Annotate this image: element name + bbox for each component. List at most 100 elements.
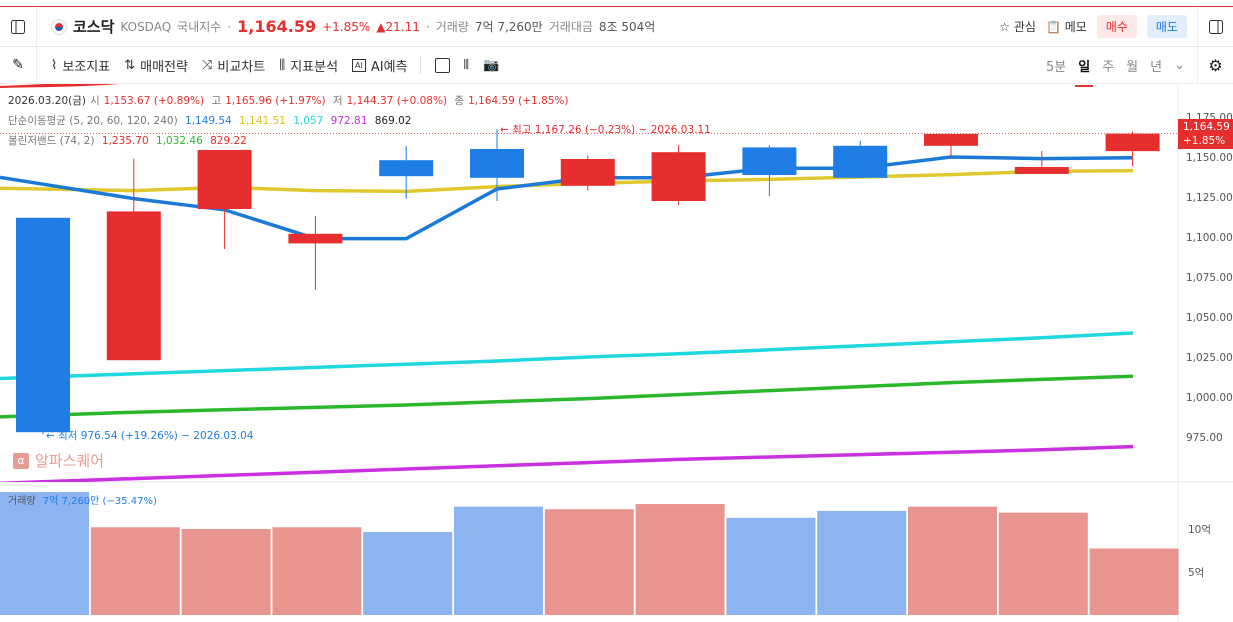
ma5-value: 1,149.54: [185, 115, 232, 127]
price-tick-label: 975.00: [1186, 432, 1223, 444]
ma60-value: 1,057: [293, 115, 324, 127]
volume-bar: [454, 506, 543, 615]
tool-label: AI예측: [370, 59, 408, 75]
candle-body: [470, 149, 524, 178]
candle-body: [288, 233, 343, 244]
high-value: 1,165.96 (+1.97%): [225, 95, 326, 107]
period-year[interactable]: 년: [1150, 59, 1163, 75]
buy-button[interactable]: 매수: [1096, 15, 1137, 38]
tool-label: 비교차트: [217, 59, 266, 75]
tool-ai-forecast[interactable]: AI AI예측: [352, 56, 408, 75]
shuffle-icon: ⤨: [201, 57, 213, 73]
watch-label: 관심: [1013, 20, 1036, 34]
gear-icon: ⚙: [1208, 55, 1223, 75]
volume-bar: [272, 527, 362, 615]
ma20-value: 1,141.51: [239, 115, 286, 127]
square-button[interactable]: [434, 57, 450, 73]
volume-tick-label: 5억: [1188, 567, 1204, 579]
period-week[interactable]: 주: [1102, 59, 1115, 75]
period-month[interactable]: 월: [1126, 59, 1139, 75]
legend-date: 2026.03.20(금): [8, 95, 86, 107]
candle-body: [833, 145, 888, 178]
volume-bar: [0, 492, 89, 615]
bb-upper: 1,235.70: [101, 135, 149, 147]
star-icon: ☆: [999, 20, 1011, 34]
tool-indicators[interactable]: ⌇ 보조지표: [51, 56, 110, 75]
alpha-logo-icon: α: [13, 452, 29, 469]
memo-button[interactable]: 📋 메모: [1046, 18, 1087, 35]
tool-strategy[interactable]: ⇅ 매매전략: [124, 56, 188, 75]
price-tick-label: 1,025.00: [1186, 352, 1233, 364]
open-label: 시: [89, 95, 100, 107]
candle-body: [742, 147, 797, 175]
watermark-text: 알파스퀘어: [35, 452, 105, 470]
bb-label: 볼린저밴드 (74, 2): [8, 135, 95, 147]
stock-category: 국내지수: [177, 20, 222, 34]
low-value: 1,144.37 (+0.08%): [346, 95, 448, 107]
price-tick-label: 1,050.00: [1186, 312, 1233, 324]
volume-bar: [1089, 548, 1179, 615]
ma240-value: 869.02: [374, 115, 412, 127]
pencil-icon: ✎: [12, 57, 24, 73]
high-label: 고: [211, 95, 222, 107]
settings-button[interactable]: ⚙: [1197, 47, 1233, 83]
price-tick-label: 1,100.00: [1186, 232, 1233, 244]
clipboard-icon: 📋: [1045, 20, 1061, 34]
period-tabs: 5분 일 주 월 년 ⌄: [1045, 56, 1197, 87]
sidebar-toggle-button[interactable]: [0, 7, 37, 46]
volume-bar: [90, 527, 180, 615]
period-5min[interactable]: 5분: [1045, 59, 1067, 75]
volume-legend-value: 7억 7,260만 (−35.47%): [42, 496, 157, 507]
drawing-tool-button[interactable]: ✎: [0, 47, 37, 83]
header: 코스닥 KOSDAQ 국내지수 · 1,164.59 +1.85% ▲21.11…: [0, 7, 1233, 47]
sell-button[interactable]: 매도: [1146, 15, 1187, 38]
stock-name: 코스닥: [73, 18, 115, 36]
amount-value: 8조 504억: [598, 20, 656, 34]
candle-body: [924, 133, 978, 146]
price-tag-pct: +1.85%: [1183, 135, 1226, 147]
watermark-logo: α 알파스퀘어: [13, 450, 104, 471]
volume-bar: [635, 504, 725, 615]
tool-analysis[interactable]: ⫼ 지표분석: [279, 56, 338, 75]
ohlc-legend: 2026.03.20(금) 시 1,153.67 (+0.89%) 고 1,165.9…: [8, 93, 573, 108]
sort-arrows-icon: ⇅: [124, 57, 136, 73]
change-pct: +1.85%: [322, 19, 371, 34]
volume-bar: [908, 506, 997, 615]
watch-button[interactable]: ☆ 관심: [999, 18, 1036, 35]
ma240-line: [0, 444, 1133, 482]
ma-label: 단순이동평균 (5, 20, 60, 120, 240): [8, 115, 178, 127]
price-tick-label: 1,000.00: [1186, 392, 1233, 404]
ma120-value: 972.81: [330, 115, 368, 127]
panel-right-icon: [1208, 19, 1223, 34]
price-chart[interactable]: 1,175.001,150.001,125.001,100.001,075.00…: [0, 84, 1233, 622]
close-label: 종: [454, 95, 465, 107]
candlestick-icon: ⫴: [463, 57, 469, 73]
current-price: 1,164.59: [237, 17, 317, 36]
ma60-line: [0, 331, 1133, 381]
candle-body: [106, 211, 161, 361]
ma120-line: [0, 374, 1133, 419]
candle-type-button[interactable]: ⫴: [464, 58, 469, 73]
toolbar: ✎ ⌇ 보조지표 ⇅ 매매전략 ⤨ 비교차트 ⫼ 지표분석 AI AI예측 ⫴ 📷 5분 …: [0, 47, 1233, 87]
volume-legend-label: 거래량: [8, 496, 36, 507]
period-day[interactable]: 일: [1075, 56, 1094, 87]
volume-bar: [181, 529, 271, 615]
chevron-down-icon[interactable]: ⌄: [1174, 57, 1185, 73]
right-panel-toggle[interactable]: [1197, 7, 1233, 46]
candle-body: [560, 159, 615, 186]
change-abs: ▲21.11: [376, 19, 420, 34]
korea-flag-icon: [51, 18, 67, 35]
volume-bar: [726, 517, 816, 615]
red-accent-stroke: [0, 84, 120, 88]
indicator-icon: ⌇: [51, 57, 58, 73]
ai-chip-icon: AI: [352, 58, 366, 72]
candle-body: [651, 152, 706, 201]
current-price-tag: 1,164.59 +1.85%: [1178, 119, 1233, 149]
low-label: 저: [332, 95, 343, 107]
tool-label: 매매전략: [140, 59, 188, 75]
volume-bar: [544, 509, 634, 615]
tool-compare[interactable]: ⤨ 비교차트: [202, 56, 265, 75]
screenshot-button[interactable]: 📷: [483, 58, 499, 73]
price-tag-value: 1,164.59: [1183, 121, 1230, 133]
divider: [419, 56, 421, 74]
